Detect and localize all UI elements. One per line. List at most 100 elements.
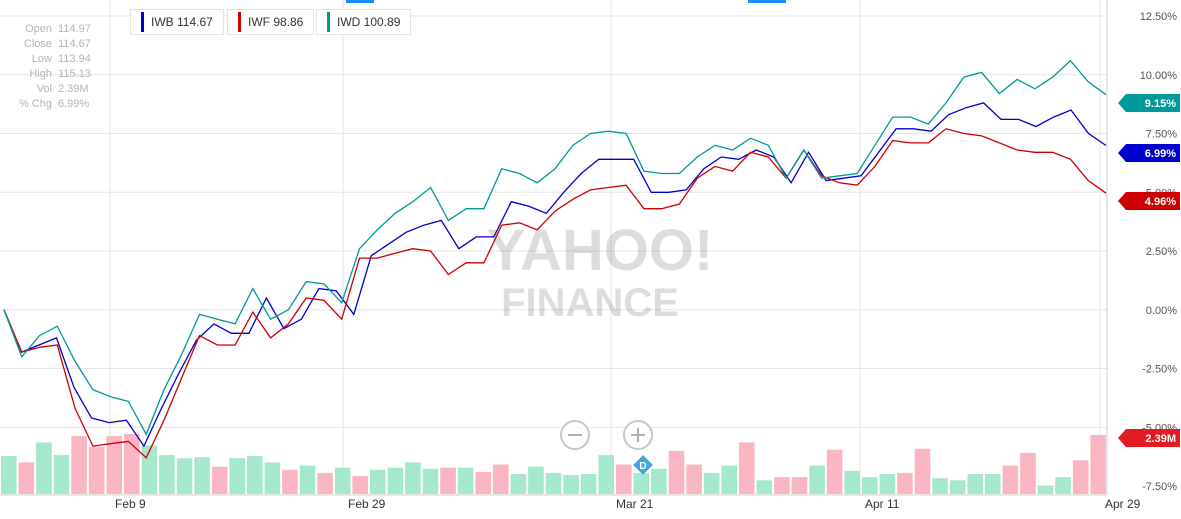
volume-bar xyxy=(299,465,316,494)
volume-bar xyxy=(457,467,474,494)
volume-bar xyxy=(1,456,17,494)
legend-label: IWB 114.67 xyxy=(151,15,213,29)
volume-bar xyxy=(703,472,720,494)
volume-bar xyxy=(897,472,913,494)
ohlc-row: Low 113.94 xyxy=(31,53,91,65)
event-marker[interactable]: D xyxy=(633,455,653,475)
volume-bar xyxy=(1020,452,1036,494)
volume-bar xyxy=(1037,485,1054,494)
legend-iwb[interactable]: IWB 114.67 xyxy=(130,9,224,35)
legend-swatch xyxy=(238,12,241,32)
y-tick-label: -7.50% xyxy=(1142,481,1177,493)
volume-bar xyxy=(985,474,1001,494)
volume-bar xyxy=(493,464,509,494)
y-tick-label: 0.00% xyxy=(1146,305,1177,317)
watermark-yahoo: YAHOO! xyxy=(487,218,714,283)
end-label-text: 6.99% xyxy=(1145,148,1176,160)
volume-bar xyxy=(545,472,562,494)
volume-bar xyxy=(563,475,579,494)
zoom-in-button[interactable] xyxy=(623,420,653,450)
volume-bar xyxy=(774,477,790,494)
x-tick-label: Mar 21 xyxy=(616,497,654,511)
range-indicator-right xyxy=(748,0,786,3)
ohlc-panel: Open 114.97 Close 114.67 Low 113.94 High 115… xyxy=(14,22,91,112)
volume-bar xyxy=(528,466,544,494)
volume-bar xyxy=(616,464,632,494)
volume-bar xyxy=(18,462,35,494)
volume-bar xyxy=(1055,477,1071,494)
watermark: YAHOO! FINANCE xyxy=(487,218,714,325)
y-tick-label: 12.50% xyxy=(1140,11,1178,23)
end-label-volume: 2.39M xyxy=(1118,429,1180,447)
legend-iwd[interactable]: IWD 100.89 xyxy=(316,9,412,35)
volume-bar xyxy=(141,445,158,494)
ohlc-row: Close 114.67 xyxy=(23,38,91,50)
volume-bar xyxy=(598,455,614,494)
grid-lines xyxy=(0,0,1108,496)
end-label-bg xyxy=(1118,94,1180,112)
volume-bar xyxy=(932,478,948,494)
end-label-text: 9.15% xyxy=(1145,98,1176,110)
ohlc-row: High 115.13 xyxy=(29,68,91,80)
legend-label: IWF 98.86 xyxy=(248,15,304,29)
volume-bar xyxy=(809,465,825,494)
ohlc-row: % Chg 6.99% xyxy=(18,98,90,110)
end-label-bg xyxy=(1118,192,1180,210)
volume-bar xyxy=(159,455,175,494)
volume-bar xyxy=(211,466,228,494)
volume-bar xyxy=(352,476,368,494)
volume-bar xyxy=(370,469,386,494)
volume-bar xyxy=(510,474,527,494)
volume-bar xyxy=(124,434,140,494)
volume-bar xyxy=(475,471,491,494)
volume-bar xyxy=(668,450,685,494)
volume-bar xyxy=(53,455,70,494)
end-label-iwd: 9.15% xyxy=(1118,94,1180,112)
volume-bar xyxy=(247,456,263,494)
volume-bar xyxy=(1002,465,1019,494)
volume-bar xyxy=(194,457,210,494)
volume-bar xyxy=(71,436,87,494)
volume-bar xyxy=(88,446,105,494)
volume-bars xyxy=(1,434,1106,494)
end-label-bg xyxy=(1118,429,1180,447)
volume-bar xyxy=(914,448,931,494)
legend-iwf[interactable]: IWF 98.86 xyxy=(227,9,315,35)
x-tick-label: Feb 29 xyxy=(348,497,386,511)
volume-bar xyxy=(739,442,755,494)
x-tick-label: Apr 29 xyxy=(1105,497,1141,511)
volume-bar xyxy=(580,474,597,494)
volume-bar xyxy=(176,458,193,494)
x-tick-label: Feb 9 xyxy=(115,497,146,511)
ohlc-row: Vol 2.39M xyxy=(36,83,89,95)
x-tick-label: Apr 11 xyxy=(865,497,900,511)
range-indicator-left xyxy=(346,0,374,3)
volume-bar xyxy=(1072,460,1089,494)
volume-bar xyxy=(405,462,421,494)
x-axis: Feb 9 Feb 29 Mar 21 Apr 11 Apr 29 xyxy=(115,497,1141,511)
volume-bar xyxy=(844,470,860,494)
y-tick-label: 7.50% xyxy=(1146,129,1177,141)
volume-bar xyxy=(862,477,878,494)
ohlc-row: Open 114.97 xyxy=(25,23,91,35)
volume-bar xyxy=(756,480,773,494)
volume-bar xyxy=(282,469,298,494)
zoom-out-button[interactable] xyxy=(560,420,590,450)
series-line-iwb xyxy=(3,102,1107,448)
volume-bar xyxy=(633,472,650,494)
y-tick-label: 10.00% xyxy=(1140,70,1178,82)
volume-bar xyxy=(229,458,245,494)
series-line-iwd xyxy=(3,59,1107,436)
volume-bar xyxy=(264,462,281,494)
volume-bar xyxy=(440,467,456,494)
legend-swatch xyxy=(327,12,330,32)
volume-bar xyxy=(651,468,667,494)
end-label-iwb: 6.99% xyxy=(1118,144,1180,162)
volume-bar xyxy=(879,474,896,494)
volume-bar xyxy=(721,465,737,494)
legend-swatch xyxy=(141,12,144,32)
end-label-text: 4.96% xyxy=(1145,196,1176,208)
volume-bar xyxy=(317,472,333,494)
volume-bar xyxy=(422,468,439,494)
